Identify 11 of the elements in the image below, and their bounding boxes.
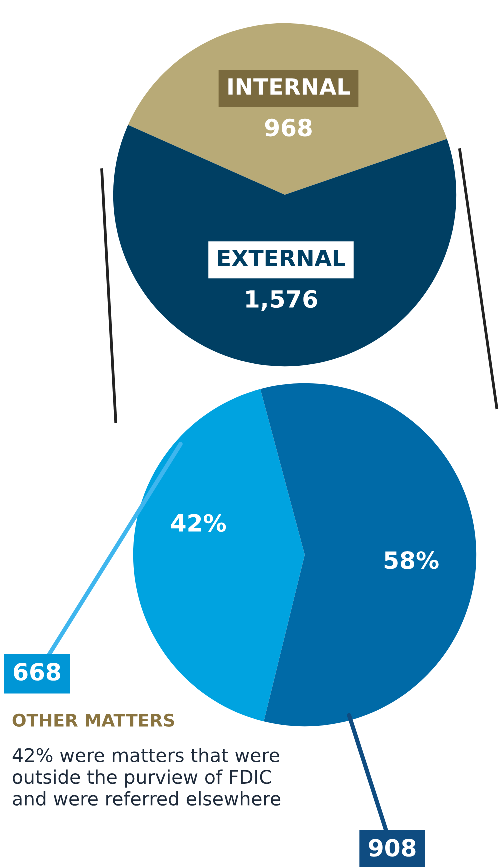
text: OTHER MATTERS	[12, 714, 174, 728]
slice-label: 668	[14, 663, 60, 681]
data-label: 1,576	[246, 290, 318, 312]
slice-label: EXTERNAL	[218, 250, 346, 266]
slice-label: INTERNAL	[228, 78, 350, 95]
data-label: 968	[265, 118, 312, 137]
pie-slice	[260, 383, 477, 727]
slice-label: 908	[369, 839, 416, 857]
text: 42% were matters that were outside the purview of FDIC and were referred elsewhere	[12, 748, 281, 806]
data-label: 58%	[384, 551, 439, 570]
data-label: 42%	[171, 514, 226, 532]
